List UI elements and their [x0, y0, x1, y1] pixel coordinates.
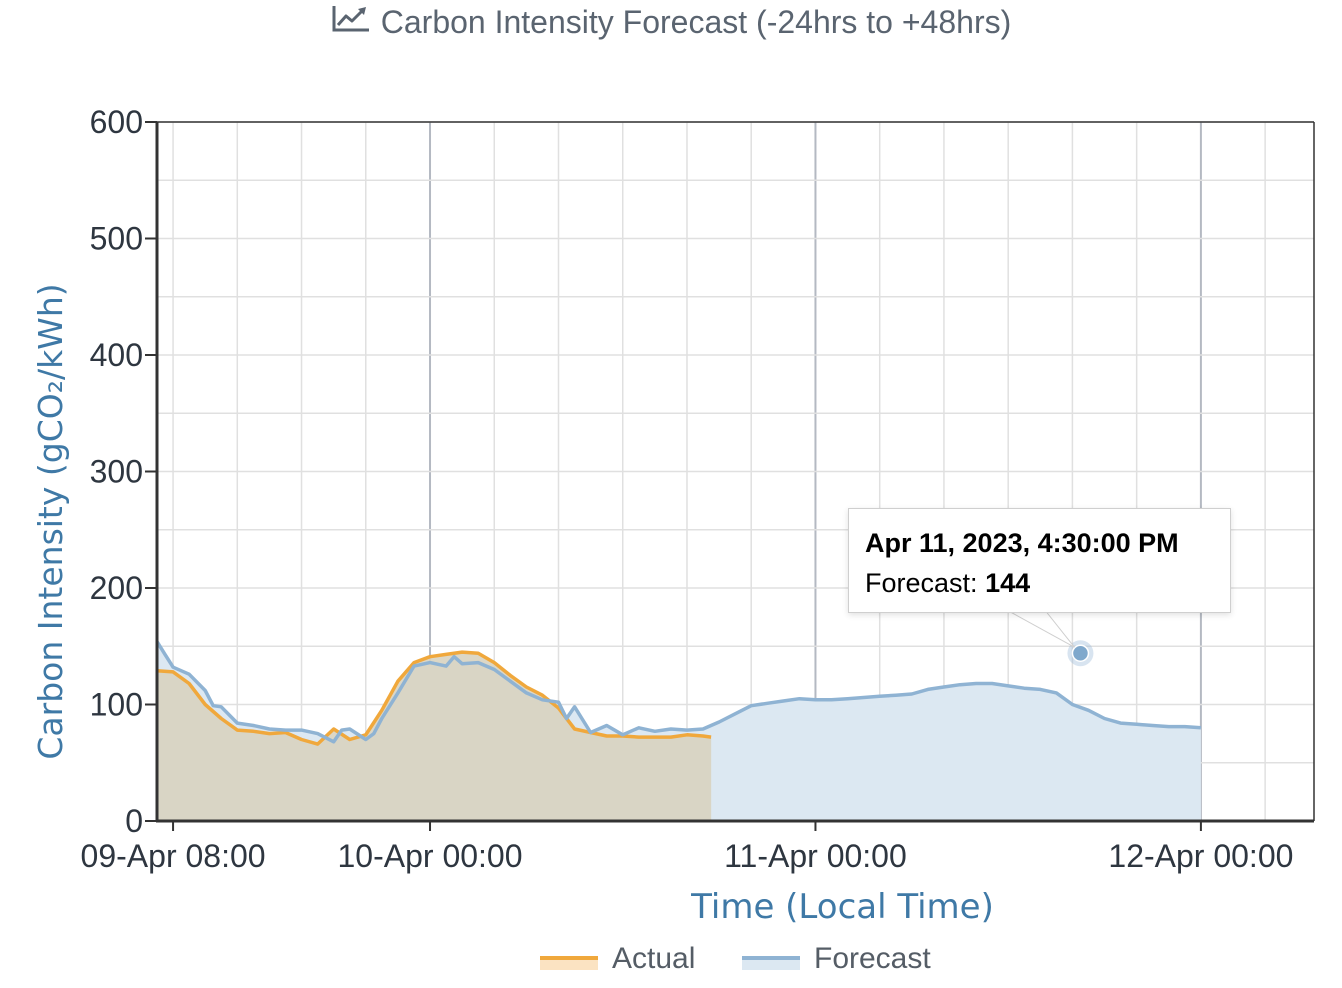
x-tick-label: 10-Apr 00:00 — [338, 838, 523, 874]
series-lines — [155, 640, 1202, 746]
tooltip-date: Apr 11, 2023, 4:30:00 PM — [865, 528, 1179, 558]
chart-title: Carbon Intensity Forecast (-24hrs to +48… — [0, 4, 1342, 44]
legend-swatch-area — [742, 958, 800, 970]
y-tick-label: 400 — [90, 337, 143, 373]
x-tick-label: 09-Apr 08:00 — [81, 838, 266, 874]
tooltip-series-row: Forecast: 144 — [865, 563, 1230, 603]
tooltip-pointer — [1010, 611, 1075, 648]
legend-item-forecast: Forecast — [742, 942, 931, 975]
axes: 0 100 200 300 400 500 600 09-Apr 08:00 10-Apr 00… — [31, 104, 1315, 927]
tooltip-series-label: Forecast: — [865, 568, 978, 598]
y-tick-label: 300 — [90, 454, 143, 490]
y-tick-label: 600 — [90, 104, 143, 140]
legend-swatch-area — [540, 958, 598, 970]
legend-item-actual: Actual — [540, 942, 695, 975]
tooltip: Apr 11, 2023, 4:30:00 PM Forecast: 144 — [848, 508, 1231, 613]
legend: Actual Forecast — [540, 942, 931, 975]
x-axis-title: Time (Local Time) — [690, 887, 994, 927]
x-tick-label: 11-Apr 00:00 — [724, 838, 907, 874]
x-tick-label: 12-Apr 00:00 — [1108, 838, 1293, 874]
actual-line — [156, 650, 712, 746]
y-tick-label: 0 — [125, 803, 143, 839]
forecast-line — [155, 640, 1202, 744]
overlap-area — [157, 652, 712, 821]
highlight-marker — [1010, 611, 1094, 667]
highlight-point — [1071, 644, 1090, 662]
line-chart-icon — [331, 3, 371, 41]
tooltip-value: 144 — [985, 568, 1031, 598]
y-tick-label: 100 — [90, 687, 143, 723]
chart-title-text: Carbon Intensity Forecast (-24hrs to +48… — [380, 4, 1012, 40]
legend-label: Forecast — [814, 942, 931, 975]
legend-label: Actual — [612, 942, 695, 975]
y-tick-label: 200 — [90, 570, 143, 606]
y-tick-label: 500 — [90, 221, 143, 257]
y-axis-title: Carbon Intensity (gCO₂/kWh) — [31, 283, 70, 759]
